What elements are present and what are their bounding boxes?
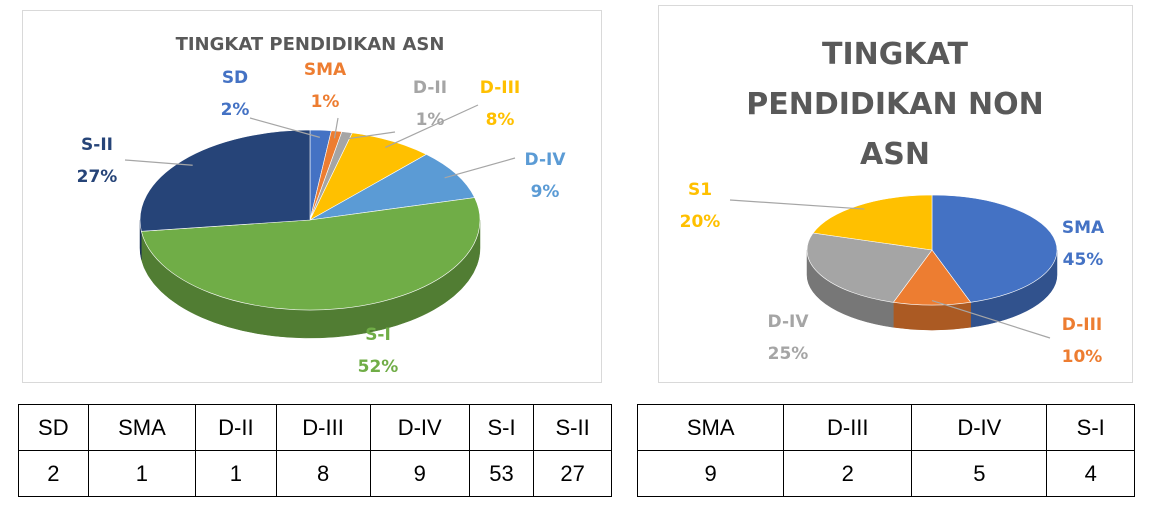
table-cell: D-III <box>783 404 913 451</box>
table-cell: 9 <box>636 450 785 497</box>
leader-line <box>249 117 320 138</box>
table-cell: S-I <box>468 404 535 451</box>
leader-line <box>729 199 865 210</box>
leader-line <box>931 300 1051 339</box>
table-row: SMA D-III D-IV S-I <box>636 404 1135 451</box>
slice <box>139 129 311 232</box>
slice-label: D-IV <box>525 150 567 170</box>
table-cell: D-III <box>275 404 371 451</box>
table-row: SD SMA D-II D-III D-IV S-I S-II <box>18 404 612 451</box>
chart-title: TINGKAT PENDIDIKAN NON ASN <box>746 37 1044 172</box>
table: SMA D-III D-IV S-I 9 2 5 4 <box>636 404 1135 497</box>
table-cell: 1 <box>87 450 197 497</box>
slice-value: 1% <box>416 110 445 130</box>
chart-frame <box>22 10 602 383</box>
chart-frame <box>658 5 1133 383</box>
table-cell: 4 <box>1046 450 1135 497</box>
slice <box>812 194 933 251</box>
slice-value: 8% <box>486 110 515 130</box>
table-cell: 5 <box>911 450 1048 497</box>
table-cell: 8 <box>275 450 371 497</box>
slice-label: S1 <box>688 180 712 200</box>
slice-value: 27% <box>77 167 118 187</box>
table-cell: 53 <box>468 450 535 497</box>
slice-label: S-I <box>365 325 391 345</box>
table-cell: 2 <box>783 450 913 497</box>
slice-label: D-III <box>480 78 520 98</box>
slice-value: 45% <box>1063 250 1104 270</box>
table-cell: SMA <box>87 404 197 451</box>
slice <box>892 249 972 306</box>
table-cell: S-II <box>533 404 612 451</box>
table-cell: D-II <box>195 404 277 451</box>
slice-value: 10% <box>1062 347 1103 367</box>
slice-label: S-II <box>81 135 113 155</box>
table-row: 2 1 1 8 9 53 27 <box>18 450 612 497</box>
table-cell: 9 <box>369 450 470 497</box>
table-cell: 27 <box>533 450 612 497</box>
leader-line <box>124 159 193 166</box>
leader-line <box>385 104 479 148</box>
slice-label: SD <box>222 68 248 88</box>
slice-label: SMA <box>304 60 347 80</box>
slice-value: 20% <box>680 212 721 232</box>
table: SD SMA D-II D-III D-IV S-I S-II 2 1 1 8 9 53 27 <box>18 404 612 497</box>
slice-label: D-II <box>413 78 447 98</box>
chart-title: TINGKAT PENDIDIKAN ASN <box>176 34 445 55</box>
slice-value: 52% <box>358 357 399 377</box>
charts: TINGKAT PENDIDIKAN ASN SD 2% SMA 1% D-II 1% D-… <box>77 34 1105 377</box>
table-cell: D-IV <box>911 404 1048 451</box>
slice-label: SMA <box>1062 218 1105 238</box>
table-cell: S-I <box>1046 404 1135 451</box>
slice-label: D-IV <box>768 312 810 332</box>
table-cell: 1 <box>195 450 277 497</box>
table-cell: D-IV <box>369 404 470 451</box>
table-cell: SD <box>18 404 89 451</box>
slice-value: 9% <box>531 182 560 202</box>
leader-line <box>333 117 339 139</box>
leader-line <box>344 131 396 140</box>
slice-value: 25% <box>768 344 809 364</box>
leader-line <box>444 157 516 179</box>
slice <box>931 194 1058 303</box>
slice-value: 1% <box>311 92 340 112</box>
table-cell: SMA <box>636 404 785 451</box>
table-cell: 2 <box>18 450 89 497</box>
slice-side <box>893 302 971 331</box>
slice <box>806 232 933 303</box>
slice-label: D-III <box>1062 315 1102 335</box>
slice-value: 2% <box>221 100 250 120</box>
